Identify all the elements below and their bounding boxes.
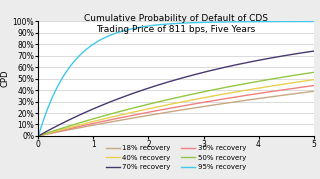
Text: Cumulative Probability of Default of CDS: Cumulative Probability of Default of CDS	[84, 14, 268, 23]
50% recovery	[262, 79, 266, 81]
50% recovery	[312, 71, 316, 73]
30% recovery	[185, 104, 189, 106]
95% recovery	[169, 23, 173, 25]
70% recovery	[36, 135, 40, 137]
18% recovery	[36, 135, 40, 137]
40% recovery	[185, 100, 189, 102]
30% recovery	[305, 85, 309, 88]
Legend: 18% recovery, 40% recovery, 70% recovery, 30% recovery, 50% recovery, 95% recove: 18% recovery, 40% recovery, 70% recovery…	[106, 145, 246, 170]
50% recovery	[185, 94, 189, 96]
40% recovery	[312, 79, 316, 81]
50% recovery	[200, 91, 204, 93]
18% recovery	[200, 106, 204, 108]
50% recovery	[305, 72, 309, 74]
Line: 30% recovery: 30% recovery	[38, 86, 314, 136]
95% recovery	[200, 21, 204, 23]
70% recovery	[169, 80, 173, 82]
95% recovery	[305, 20, 309, 23]
40% recovery	[305, 80, 309, 82]
30% recovery	[36, 135, 40, 137]
40% recovery	[169, 103, 173, 105]
50% recovery	[167, 98, 171, 100]
Line: 95% recovery: 95% recovery	[38, 21, 314, 136]
50% recovery	[36, 135, 40, 137]
30% recovery	[167, 107, 171, 109]
Y-axis label: CPD: CPD	[1, 70, 10, 88]
50% recovery	[169, 98, 173, 100]
40% recovery	[200, 97, 204, 99]
Line: 70% recovery: 70% recovery	[38, 51, 314, 136]
40% recovery	[262, 86, 266, 88]
95% recovery	[167, 23, 171, 25]
70% recovery	[262, 58, 266, 60]
Text: Trading Price of 811 bps, Five Years: Trading Price of 811 bps, Five Years	[96, 25, 256, 34]
18% recovery	[169, 111, 173, 113]
18% recovery	[305, 91, 309, 93]
95% recovery	[312, 20, 316, 23]
Line: 50% recovery: 50% recovery	[38, 72, 314, 136]
95% recovery	[262, 21, 266, 23]
95% recovery	[185, 22, 189, 24]
40% recovery	[167, 103, 171, 106]
18% recovery	[262, 97, 266, 99]
70% recovery	[305, 51, 309, 53]
Line: 18% recovery: 18% recovery	[38, 91, 314, 136]
70% recovery	[185, 76, 189, 78]
30% recovery	[312, 84, 316, 87]
30% recovery	[262, 92, 266, 94]
30% recovery	[200, 101, 204, 104]
18% recovery	[185, 108, 189, 110]
30% recovery	[169, 107, 173, 109]
95% recovery	[36, 135, 40, 137]
70% recovery	[167, 81, 171, 83]
18% recovery	[167, 111, 171, 113]
40% recovery	[36, 135, 40, 137]
18% recovery	[312, 90, 316, 92]
70% recovery	[312, 50, 316, 52]
Line: 40% recovery: 40% recovery	[38, 80, 314, 136]
70% recovery	[200, 72, 204, 74]
